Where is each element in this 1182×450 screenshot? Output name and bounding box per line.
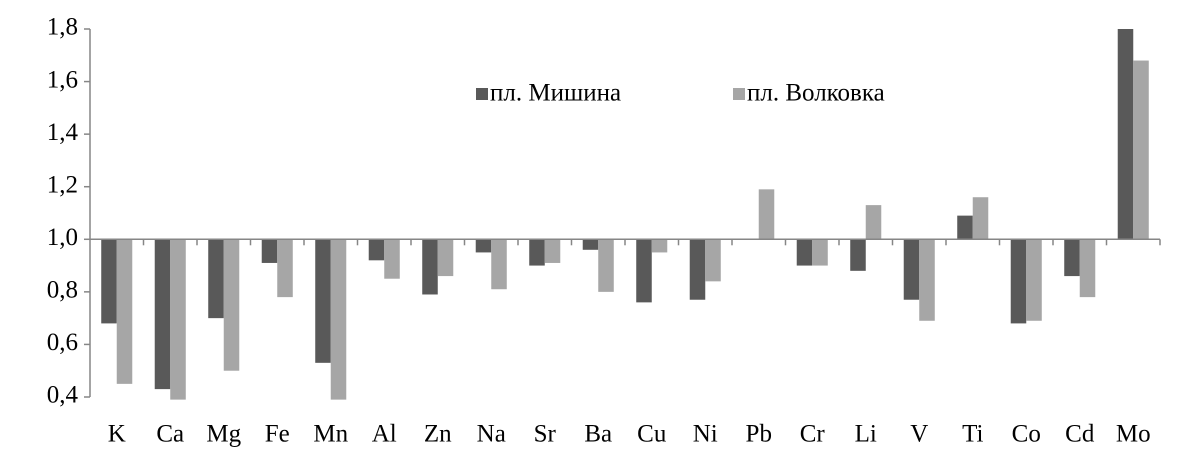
bar [582,239,599,250]
bar [101,239,117,324]
bar [1026,239,1042,321]
y-tick-label: 1,0 [47,224,78,251]
y-tick-label: 0,8 [47,277,78,304]
x-tick-label: Fe [265,421,290,448]
bar [437,239,454,277]
bar [865,205,882,240]
bar [529,239,545,266]
x-tick-label: K [108,421,126,448]
legend-swatch [476,88,488,100]
bar [208,239,224,319]
x-tick-label: V [910,421,928,448]
x-tick-label: Cr [800,421,826,448]
bar [384,239,400,279]
x-tick-label: Mg [206,421,241,448]
bar [1133,60,1149,240]
x-tick-label: Mn [313,421,348,448]
x-tick-label: Mo [1116,421,1151,448]
x-tick-label: Al [372,421,397,448]
bar [261,239,278,263]
bar [475,239,492,253]
bar [368,239,385,261]
x-tick-label: Ba [584,421,612,448]
bar [154,239,171,390]
bar [598,239,614,292]
x-tick-label: Ti [962,421,983,448]
legend-swatch [733,88,745,100]
bar [903,239,920,300]
y-tick-label: 1,4 [47,119,79,146]
y-tick-label: 0,6 [47,329,78,356]
bar [315,239,331,363]
bar [796,239,813,266]
x-tick-label: Li [855,421,877,448]
bar [1010,239,1027,324]
bar [812,239,828,266]
x-tick-label: Co [1012,421,1041,448]
bar [957,215,973,240]
bar [636,239,652,303]
bar [651,239,668,253]
bar [544,239,561,263]
bar [972,197,989,240]
bar [689,239,706,300]
y-tick-label: 1,8 [47,14,78,41]
y-tick-label: 0,4 [47,382,79,409]
bar [330,239,347,400]
bar [223,239,240,371]
bar [758,189,775,240]
x-tick-label: Pb [746,421,772,448]
bar [919,239,935,321]
bar [1117,29,1134,240]
x-tick-label: Cu [637,421,667,448]
bar [491,239,507,290]
x-tick-label: Ca [156,421,184,448]
x-tick-label: Sr [534,421,557,448]
bar [705,239,721,282]
bar [1079,239,1096,298]
x-tick-label: Cd [1065,421,1095,448]
y-tick-label: 1,2 [47,171,78,198]
x-tick-label: Ni [693,421,718,448]
bar [1064,239,1080,277]
legend-label: пл. Волковка [747,80,885,107]
bar [850,239,866,271]
bar [116,239,133,384]
bar [422,239,438,295]
y-tick-label: 1,6 [47,66,78,93]
bar [277,239,293,298]
x-tick-label: Na [477,421,506,448]
x-tick-label: Zn [424,421,452,448]
legend-label: пл. Мишина [490,80,621,107]
bar [170,239,186,400]
